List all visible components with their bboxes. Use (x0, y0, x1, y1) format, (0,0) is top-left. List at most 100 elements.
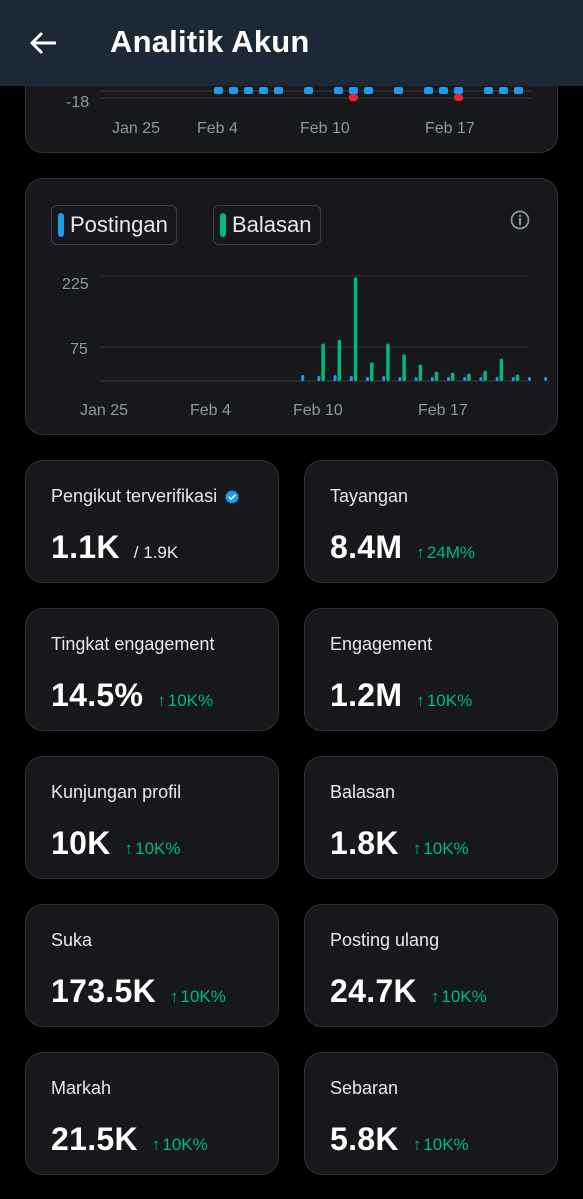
stat-card-impressions[interactable]: Tayangan 8.4M ↑ 24M% (304, 460, 558, 583)
y-tick-label: 75 (70, 341, 88, 358)
stat-value: 21.5K (51, 1121, 138, 1157)
stat-change-value: 10K% (162, 1135, 208, 1154)
stat-change: ↑ 10K% (413, 1135, 469, 1155)
legend-postingan[interactable]: Postingan (51, 205, 177, 245)
follower-gain-bar (214, 87, 223, 94)
balasan-bar (353, 277, 358, 381)
arrow-up-icon: ↑ (416, 691, 425, 710)
stat-label: Pengikut terverifikasi (51, 486, 218, 506)
info-icon (510, 210, 530, 230)
stat-value: 1.1K (51, 529, 120, 565)
stat-change-value: 10K% (135, 839, 181, 858)
stat-card-replies[interactable]: Balasan 1.8K ↑ 10K% (304, 756, 558, 879)
postingan-bar (317, 376, 321, 381)
postingan-bar (430, 377, 434, 381)
postingan-bar (463, 377, 467, 381)
arrow-up-icon: ↑ (430, 987, 440, 1006)
activity-chart-card: Postingan Balasan 225 75 Jan 25 Feb 4 Fe… (25, 178, 558, 435)
arrow-up-icon: ↑ (412, 839, 422, 858)
stat-change-value: 10K% (180, 987, 226, 1006)
follower-gain-bar (514, 87, 523, 94)
x-tick-label: Feb 10 (293, 402, 343, 419)
follower-loss-bar (454, 94, 463, 101)
follower-gain-bar (304, 87, 313, 94)
page-title: Analitik Akun (110, 24, 310, 59)
postingan-bar (544, 377, 548, 381)
stat-card-verified-followers[interactable]: Pengikut terverifikasi 1.1K / 1.9K (25, 460, 279, 583)
stat-change: ↑ 10K% (157, 691, 213, 711)
legend-label: Balasan (232, 212, 312, 237)
followers-bars (214, 87, 523, 101)
stat-change: ↑ 10K% (152, 1135, 208, 1155)
stat-change: ↑ 24M% (416, 543, 475, 563)
arrow-up-icon: ↑ (170, 987, 179, 1006)
back-button[interactable] (28, 28, 58, 58)
follower-gain-bar (334, 87, 343, 94)
legend-swatch (58, 213, 64, 237)
balasan-bar (418, 364, 423, 381)
balasan-bar (499, 358, 504, 381)
stat-change: ↑ 10K% (125, 839, 181, 859)
arrow-left-icon (30, 32, 56, 54)
stat-card-bookmarks[interactable]: Markah 21.5K ↑ 10K% (25, 1052, 279, 1175)
balasan-bar (451, 372, 455, 381)
stat-label: Tingkat engagement (51, 634, 215, 654)
stat-change: ↑ 10K% (416, 691, 472, 711)
follower-gain-bar (499, 87, 508, 94)
postingan-bar (528, 377, 531, 381)
postingan-bar (398, 377, 402, 381)
balasan-bar (386, 343, 390, 381)
stat-card-reposts[interactable]: Posting ulang 24.7K ↑ 10K% (304, 904, 558, 1027)
balasan-bar (467, 373, 471, 381)
balasan-bar (337, 339, 342, 381)
follower-gain-bar (394, 87, 403, 94)
postingan-bar (382, 376, 386, 381)
stat-card-likes[interactable]: Suka 173.5K ↑ 10K% (25, 904, 279, 1027)
balasan-bar (402, 354, 406, 381)
stat-value: 10K (51, 825, 111, 861)
balasan-bar (483, 370, 487, 381)
follower-gain-bar (259, 87, 268, 94)
stat-change-value: 24M% (426, 543, 476, 562)
followers-chart: -18 Jan 25 Feb 4 Feb 10 Feb 17 (66, 87, 531, 137)
stat-change-value: 10K% (423, 839, 469, 858)
stat-change-value: 10K% (426, 691, 473, 710)
activity-bars (301, 277, 548, 381)
postingan-bar (447, 377, 450, 381)
stat-value: 8.4M (330, 529, 403, 565)
legend-label: Postingan (70, 212, 168, 237)
follower-loss-bar (349, 94, 358, 101)
stat-label: Suka (51, 930, 93, 950)
stat-card-shares[interactable]: Sebaran 5.8K ↑ 10K% (304, 1052, 558, 1175)
stat-label: Kunjungan profil (51, 782, 182, 802)
postingan-bar (301, 375, 305, 381)
follower-gain-bar (454, 87, 463, 94)
arrow-up-icon: ↑ (157, 691, 166, 710)
verified-badge-icon (225, 489, 240, 504)
stat-change: ↑ 10K% (431, 987, 487, 1007)
balasan-bar (434, 371, 439, 381)
stat-card-engagement-rate[interactable]: Tingkat engagement 14.5% ↑ 10K% (25, 608, 279, 731)
stat-value: 14.5% (51, 677, 144, 713)
follower-gain-bar (274, 87, 283, 94)
follower-gain-bar (229, 87, 238, 94)
stat-label: Balasan (330, 782, 396, 802)
x-tick-label: Feb 17 (425, 120, 475, 137)
postingan-bar (414, 377, 418, 381)
arrow-up-icon: ↑ (124, 839, 134, 858)
arrow-up-icon: ↑ (412, 1135, 422, 1154)
stat-change-value: 10K% (423, 1135, 469, 1154)
arrow-up-icon: ↑ (416, 543, 425, 562)
stat-value: 1.2M (330, 677, 403, 713)
stat-card-engagements[interactable]: Engagement 1.2M ↑ 10K% (304, 608, 558, 731)
y-tick-label: 225 (62, 276, 89, 293)
arrow-up-icon: ↑ (151, 1135, 161, 1154)
stat-card-profile-visits[interactable]: Kunjungan profil 10K ↑ 10K% (25, 756, 279, 879)
postingan-bar (366, 377, 369, 381)
postingan-bar (479, 377, 483, 381)
postingan-bar (495, 377, 499, 381)
stat-value: 173.5K (51, 973, 156, 1009)
info-button[interactable] (509, 209, 531, 231)
balasan-bar (370, 362, 374, 381)
legend-balasan[interactable]: Balasan (213, 205, 321, 245)
